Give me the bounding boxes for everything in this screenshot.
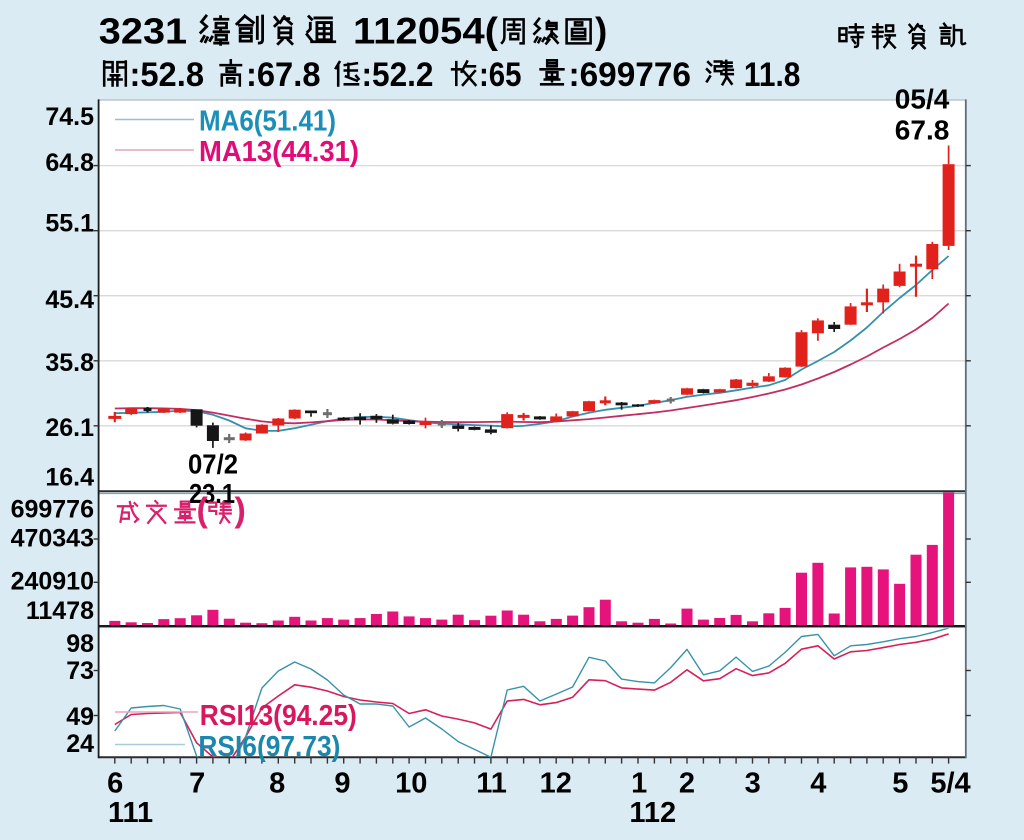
svg-text:98: 98: [66, 630, 94, 658]
svg-text:112: 112: [629, 797, 676, 829]
svg-text:24: 24: [66, 730, 94, 758]
svg-text:7: 7: [189, 768, 205, 800]
svg-text:MA13(44.31): MA13(44.31): [199, 136, 359, 168]
svg-text:5: 5: [892, 768, 908, 800]
svg-text:RSI13(94.25): RSI13(94.25): [200, 700, 357, 732]
svg-text:699776: 699776: [11, 495, 94, 523]
svg-text::699776: :699776: [569, 56, 692, 94]
svg-text:55.1: 55.1: [45, 210, 94, 238]
svg-text:9: 9: [334, 768, 350, 800]
svg-text:11478: 11478: [26, 597, 94, 625]
svg-text:74.5: 74.5: [45, 103, 94, 131]
svg-text::52.8: :52.8: [130, 56, 205, 94]
svg-text:67.8: 67.8: [895, 115, 950, 146]
svg-text:RSI6(97.73): RSI6(97.73): [198, 731, 340, 763]
svg-text:5/4: 5/4: [930, 768, 970, 800]
svg-text:64.8: 64.8: [45, 149, 94, 177]
svg-text:05/4: 05/4: [895, 83, 950, 114]
svg-text:12: 12: [540, 768, 572, 800]
svg-text:3231: 3231: [99, 11, 187, 52]
svg-text:111: 111: [108, 797, 153, 829]
svg-text:2: 2: [679, 768, 695, 800]
svg-text:): ): [235, 492, 246, 530]
svg-text:16.4: 16.4: [45, 463, 94, 491]
svg-text:10: 10: [395, 768, 427, 800]
svg-text:(: (: [197, 492, 209, 530]
svg-text:73: 73: [66, 657, 94, 685]
svg-text:45.4: 45.4: [45, 286, 94, 314]
svg-text:470343: 470343: [11, 525, 94, 553]
svg-text::65: :65: [479, 56, 522, 94]
svg-text:240910: 240910: [11, 568, 94, 596]
svg-text::52.2: :52.2: [362, 56, 434, 94]
svg-text:4: 4: [810, 768, 826, 800]
svg-text::67.8: :67.8: [246, 56, 321, 94]
svg-text:35.8: 35.8: [45, 349, 94, 377]
svg-text:26.1: 26.1: [45, 414, 94, 442]
svg-text:11.8: 11.8: [744, 56, 801, 94]
svg-text:49: 49: [66, 703, 94, 731]
svg-text:11: 11: [476, 768, 507, 800]
svg-text:): ): [595, 11, 607, 52]
svg-text:6: 6: [107, 768, 123, 800]
svg-text:8: 8: [269, 768, 285, 800]
svg-text:07/2: 07/2: [188, 448, 238, 479]
svg-text:3: 3: [745, 768, 761, 800]
svg-text:1: 1: [631, 768, 647, 800]
svg-text:112054(: 112054(: [353, 11, 499, 52]
svg-text:MA6(51.41): MA6(51.41): [199, 106, 336, 138]
